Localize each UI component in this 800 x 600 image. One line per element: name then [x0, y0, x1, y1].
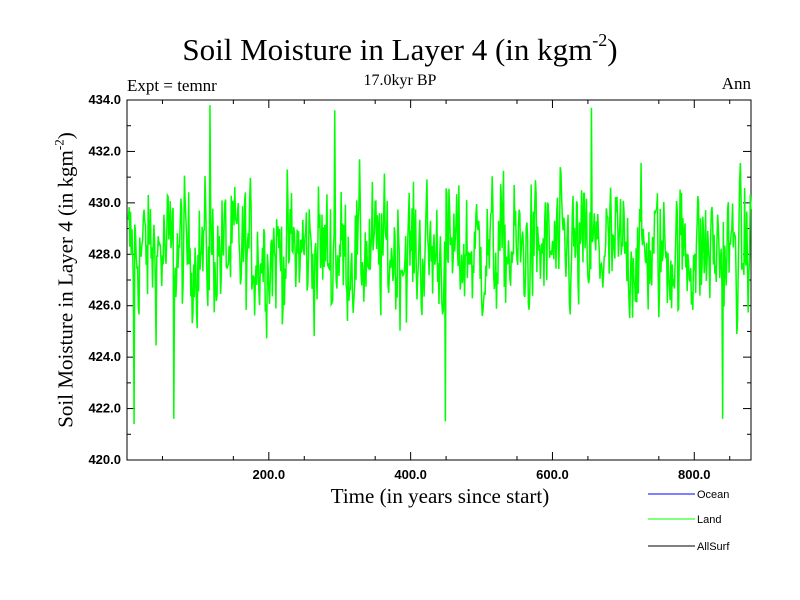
- y-tick-label: 422.0: [88, 401, 121, 416]
- season-label: Ann: [721, 74, 751, 93]
- y-tick-label: 428.0: [88, 246, 121, 261]
- land-series-line: [127, 105, 752, 425]
- y-tick-label: 430.0: [88, 195, 121, 210]
- x-tick-label: 200.0: [253, 467, 286, 482]
- chart-subtitle: 17.0kyr BP: [363, 72, 437, 89]
- y-tick-label: 426.0: [88, 298, 121, 313]
- experiment-label: Expt = temnr: [127, 76, 217, 95]
- legend-label-allsurf: AllSurf: [697, 541, 730, 553]
- x-axis-label: Time (in years since start): [330, 484, 550, 508]
- x-tick-label: 800.0: [678, 467, 711, 482]
- x-tick-label: 400.0: [394, 467, 427, 482]
- y-tick-label: 424.0: [88, 349, 121, 364]
- y-tick-label: 432.0: [88, 143, 121, 158]
- y-tick-label: 434.0: [88, 92, 121, 107]
- chart-title: Soil Moisture in Layer 4 (in kgm-2): [182, 30, 618, 67]
- y-tick-label: 420.0: [88, 452, 121, 467]
- legend-label-land: Land: [697, 514, 721, 526]
- x-tick-label: 600.0: [536, 467, 569, 482]
- legend-label-ocean: Ocean: [697, 489, 729, 501]
